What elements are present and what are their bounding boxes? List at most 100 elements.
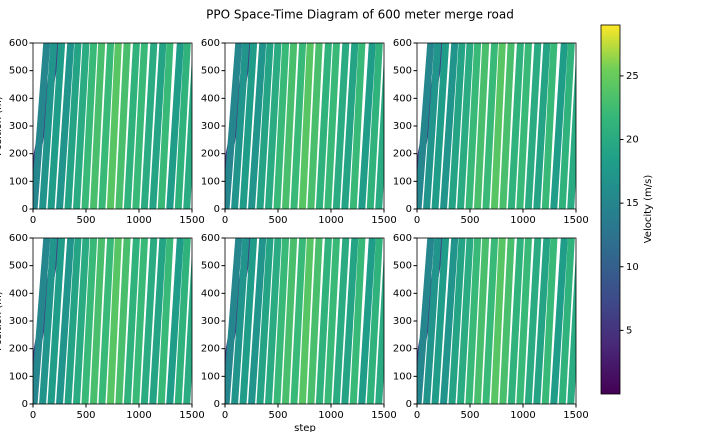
y-tick-label: 400 — [393, 288, 412, 299]
trajectory — [273, 238, 290, 404]
trajectory — [225, 238, 243, 404]
trajectory — [332, 238, 350, 404]
y-tick-label: 100 — [393, 176, 412, 187]
y-tick-label: 100 — [9, 176, 28, 187]
trajectory — [290, 43, 307, 209]
trajectory — [64, 238, 82, 404]
y-tick-label: 100 — [9, 371, 28, 382]
y-tick-label: 0 — [22, 399, 28, 410]
y-tick-label: 0 — [406, 204, 412, 215]
trajectory — [341, 238, 359, 404]
trajectory — [315, 238, 332, 404]
trajectory — [567, 250, 576, 404]
y-tick-label: 400 — [9, 93, 28, 104]
trajectory — [324, 43, 341, 209]
x-tick-label: 1000 — [510, 410, 535, 421]
trajectory — [81, 238, 98, 404]
colorbar — [600, 24, 621, 395]
x-tick-label: 1000 — [318, 410, 343, 421]
x-axis-label: step — [294, 423, 316, 432]
trajectory — [550, 43, 568, 209]
y-tick-label: 400 — [393, 93, 412, 104]
trajectory — [558, 43, 575, 209]
trajectory — [248, 43, 267, 209]
x-tick-label: 0 — [222, 410, 228, 421]
trajectory — [33, 43, 51, 209]
x-tick-label: 1500 — [179, 410, 204, 421]
trajectory — [524, 43, 542, 209]
x-tick-label: 1500 — [563, 215, 588, 226]
trajectory — [516, 43, 533, 209]
trajectory — [231, 238, 250, 404]
trajectory — [81, 43, 98, 209]
trajectory — [490, 238, 506, 404]
y-tick-label: 600 — [393, 233, 412, 244]
trajectory — [507, 43, 524, 209]
trajectory — [39, 238, 58, 404]
trajectory — [72, 238, 90, 404]
trajectory — [231, 43, 250, 209]
y-tick-label: 500 — [393, 261, 412, 272]
trajectory — [72, 43, 90, 209]
trajectory — [507, 238, 524, 404]
trajectory — [33, 238, 51, 404]
trajectory — [516, 238, 533, 404]
y-tick-label: 300 — [9, 316, 28, 327]
y-tick-label: 600 — [201, 38, 220, 49]
colorbar-tick-label: 10 — [626, 262, 639, 273]
trajectory — [375, 55, 384, 209]
panel — [417, 238, 576, 404]
trajectory — [89, 43, 106, 209]
trajectory — [140, 238, 158, 404]
trajectory — [456, 238, 474, 404]
trajectory — [183, 250, 192, 404]
trajectory — [358, 43, 376, 209]
y-tick-label: 300 — [393, 316, 412, 327]
trajectory — [174, 43, 191, 209]
trajectory — [64, 43, 82, 209]
trajectory — [281, 43, 298, 209]
x-tick-label: 500 — [268, 410, 287, 421]
y-tick-label: 200 — [9, 344, 28, 355]
colorbar-tick-label: 25 — [626, 71, 639, 82]
trajectory — [47, 43, 66, 209]
trajectory — [324, 238, 341, 404]
trajectory — [440, 238, 459, 404]
x-tick-label: 0 — [30, 410, 36, 421]
x-tick-label: 1000 — [126, 410, 151, 421]
trajectory — [307, 43, 323, 209]
x-tick-label: 0 — [414, 215, 420, 226]
trajectory — [482, 238, 499, 404]
trajectory — [417, 43, 435, 209]
y-tick-label: 200 — [393, 344, 412, 355]
y-tick-label: 200 — [393, 149, 412, 160]
trajectory — [541, 43, 558, 209]
x-tick-label: 1000 — [318, 215, 343, 226]
trajectory — [349, 238, 366, 404]
trajectory — [39, 43, 58, 209]
panel — [33, 238, 192, 404]
trajectory — [315, 43, 332, 209]
trajectory — [431, 43, 450, 209]
trajectory — [264, 43, 282, 209]
trajectory — [448, 238, 466, 404]
y-tick-label: 500 — [201, 261, 220, 272]
trajectory — [423, 238, 442, 404]
trajectory — [157, 43, 174, 209]
trajectory — [541, 238, 558, 404]
trajectory — [473, 43, 490, 209]
y-axis-label: Position (m) — [0, 96, 4, 156]
trajectory — [558, 238, 575, 404]
trajectory — [533, 238, 551, 404]
trajectory — [273, 43, 290, 209]
y-tick-label: 300 — [393, 121, 412, 132]
trajectory — [499, 238, 515, 404]
x-tick-label: 0 — [414, 410, 420, 421]
x-tick-label: 500 — [268, 215, 287, 226]
x-tick-label: 500 — [76, 215, 95, 226]
trajectory — [225, 43, 243, 209]
x-tick-label: 500 — [76, 410, 95, 421]
trajectory — [307, 238, 323, 404]
x-tick-label: 500 — [460, 410, 479, 421]
colorbar-tick-label: 20 — [626, 135, 639, 146]
